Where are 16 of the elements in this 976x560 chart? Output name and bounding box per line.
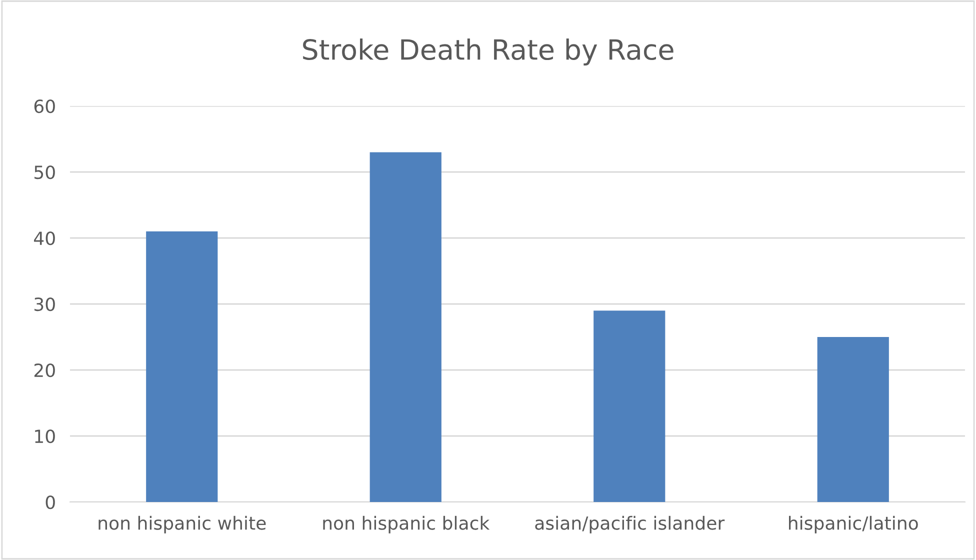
bar (594, 310, 666, 502)
y-tick-label: 0 (46, 495, 55, 510)
y-tick-label: 40 (34, 231, 55, 246)
x-tick-label: asian/pacific islander (535, 516, 725, 534)
y-tick-label: 10 (35, 429, 55, 444)
x-tick-label: hispanic/latino (789, 516, 918, 534)
y-tick-label: 50 (34, 165, 55, 180)
x-tick-label: non hispanic black (323, 516, 490, 534)
y-tick-label: 30 (34, 297, 55, 312)
bar (817, 337, 889, 502)
y-tick-label: 60 (34, 99, 55, 114)
x-tick-label: non hispanic white (98, 516, 266, 534)
bar (370, 152, 442, 502)
bar (146, 231, 218, 502)
y-tick-label: 20 (34, 363, 55, 378)
chart-title: Stroke Death Rate by Race (303, 38, 674, 66)
